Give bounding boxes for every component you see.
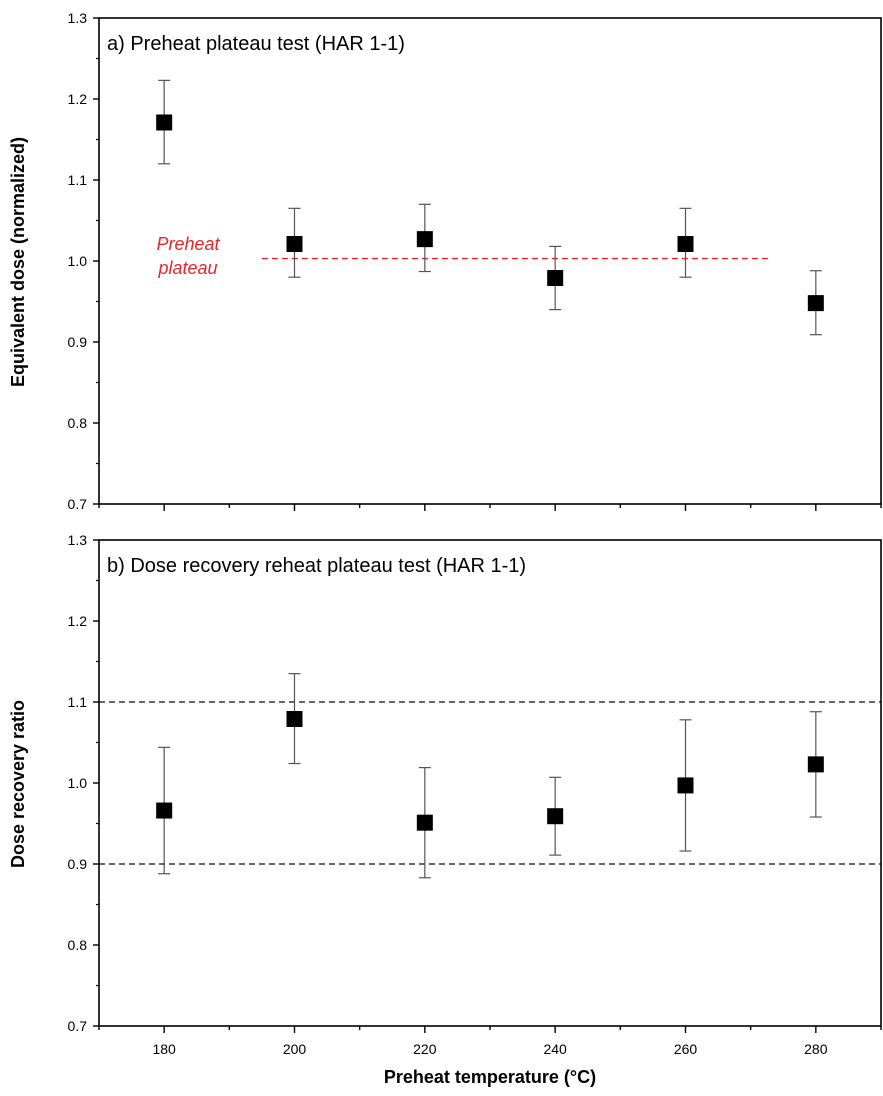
panel-b: 0.7 0.8 0.9 1.0 1.1 1.2 1.3 180 200 220 240 260 280 D… — [8, 532, 882, 1057]
y-tick-label: 1.0 — [68, 253, 88, 269]
data-point — [807, 756, 824, 773]
x-tick-label: 240 — [543, 1041, 567, 1057]
plot-frame — [98, 539, 882, 1027]
data-point — [286, 711, 303, 728]
data-point — [547, 270, 564, 287]
y-tick-label: 1.0 — [68, 775, 88, 791]
data-point — [677, 777, 694, 794]
x-tick-label: 280 — [804, 1041, 828, 1057]
data-point — [156, 802, 173, 819]
panel-label: b) Dose recovery reheat plateau test (HA… — [107, 555, 526, 577]
x-tick-label: 220 — [413, 1041, 437, 1057]
y-tick-label: 1.3 — [68, 10, 88, 26]
x-axis-label: Preheat temperature (°C) — [384, 1067, 596, 1087]
data-point — [677, 235, 694, 252]
data-point — [807, 295, 824, 312]
y-tick-label: 0.9 — [68, 856, 88, 872]
annotation-line-1: plateau — [157, 258, 217, 278]
annotation-line-0: Preheat — [156, 234, 220, 254]
y-axis-label: Equivalent dose (normalized) — [8, 137, 28, 387]
data-point — [156, 114, 173, 131]
y-axis-label: Dose recovery ratio — [8, 700, 28, 868]
y-tick-label: 1.3 — [68, 532, 88, 548]
y-tick-label: 1.1 — [68, 172, 88, 188]
y-tick-label: 1.2 — [68, 91, 88, 107]
y-tick-label: 1.1 — [68, 694, 88, 710]
data-point — [286, 235, 303, 252]
y-tick-label: 1.2 — [68, 613, 88, 629]
data-point — [416, 814, 433, 831]
data-point — [547, 808, 564, 825]
x-tick-label: 180 — [152, 1041, 176, 1057]
x-tick-label: 200 — [283, 1041, 307, 1057]
x-tick-label: 260 — [674, 1041, 698, 1057]
panel-label: a) Preheat plateau test (HAR 1-1) — [107, 33, 405, 55]
panel-a: Preheat plateau 0.7 0.8 0.9 1.0 1.1 1.2 1.3 Equiv… — [8, 10, 882, 512]
y-tick-label: 0.8 — [68, 937, 88, 953]
data-point — [416, 231, 433, 248]
y-tick-label: 0.8 — [68, 415, 88, 431]
y-tick-label: 0.7 — [68, 1018, 88, 1034]
y-tick-label: 0.9 — [68, 334, 88, 350]
y-tick-label: 0.7 — [68, 496, 88, 512]
